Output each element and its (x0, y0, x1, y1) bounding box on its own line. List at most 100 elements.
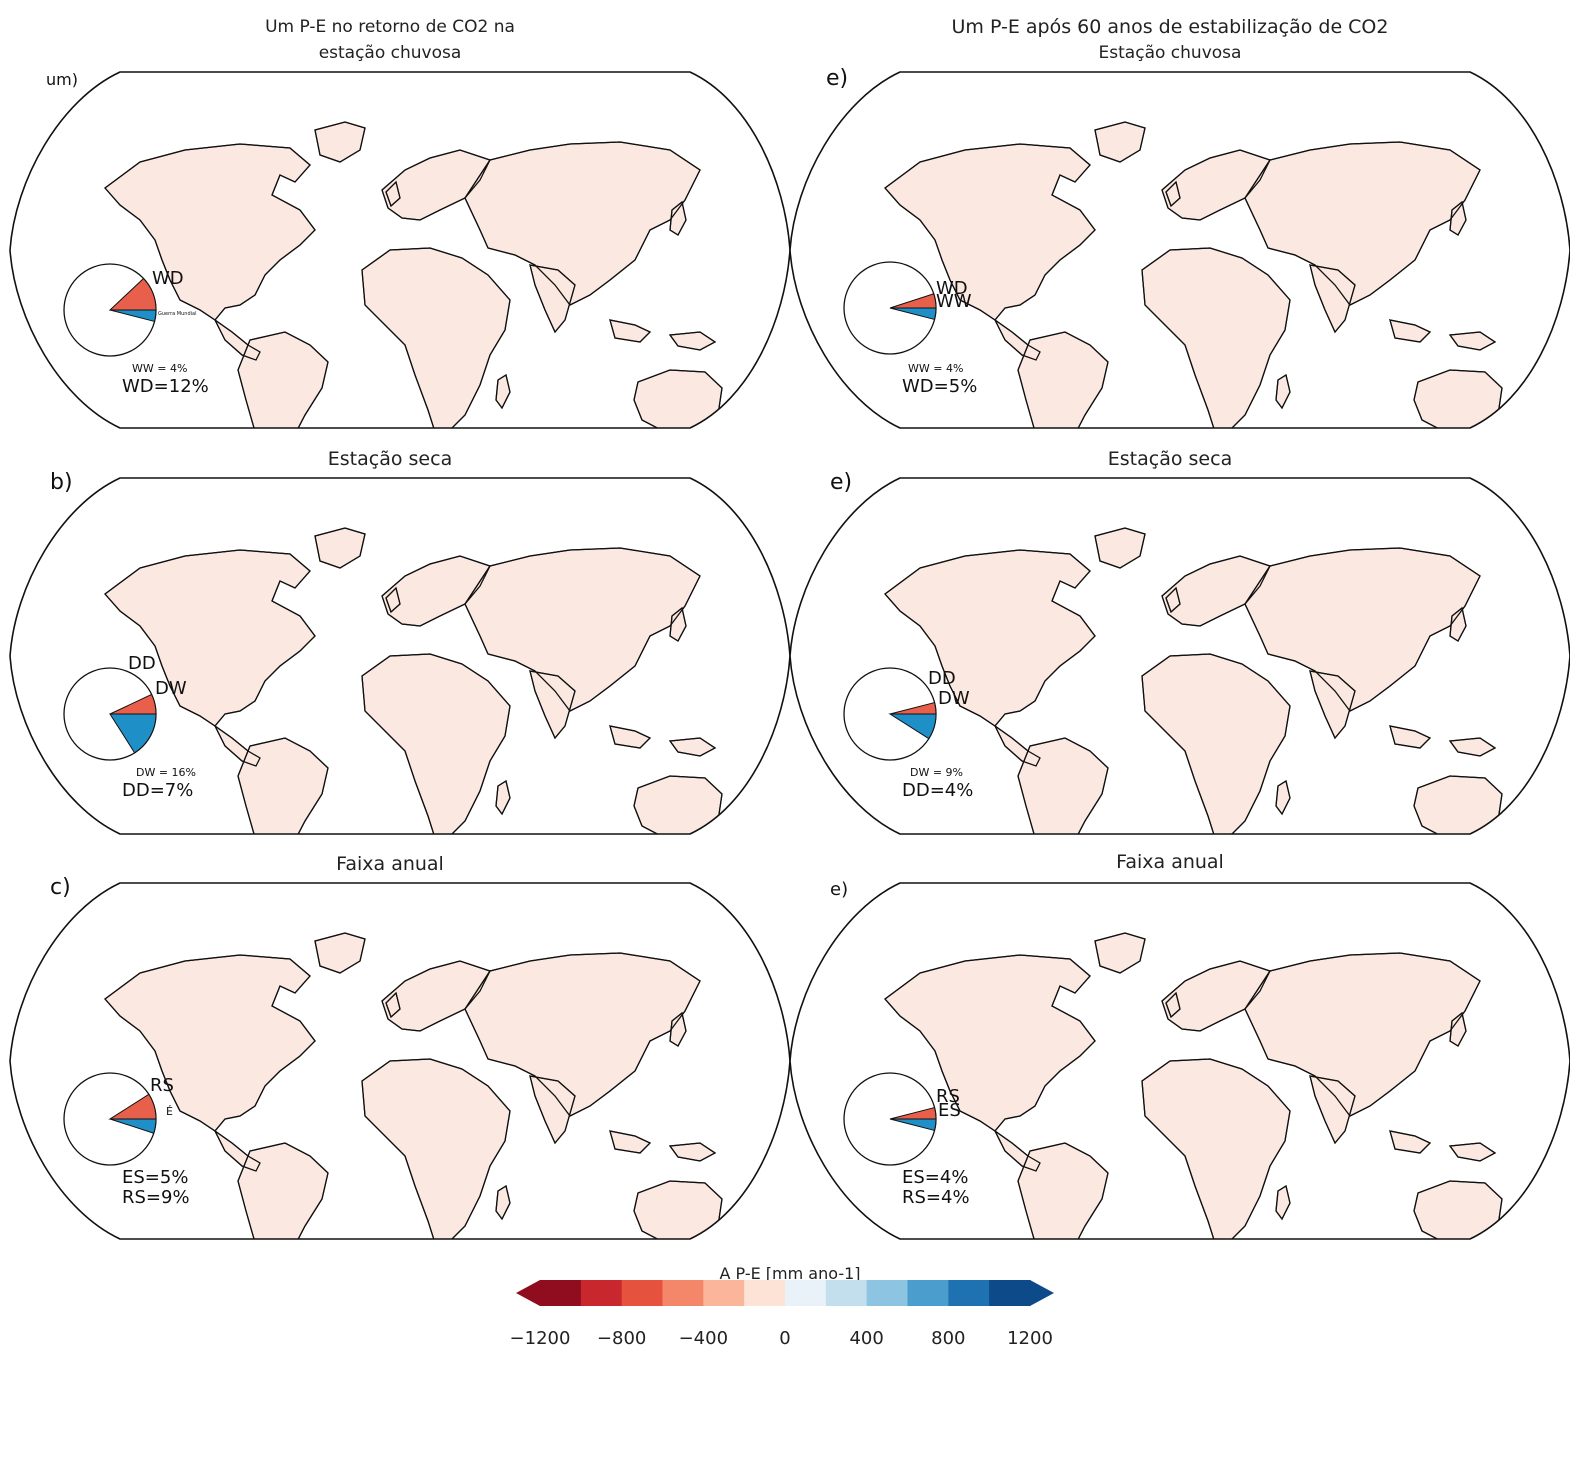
stipple-dot (495, 658, 498, 661)
stipple-dot (320, 299, 323, 302)
stipple-dot (535, 718, 537, 721)
anomaly-patch (565, 831, 597, 834)
stipple-dot (1289, 1076, 1291, 1079)
panel-b-stat-big: DD=7% (122, 780, 194, 801)
stipple-dot (397, 623, 400, 626)
colorbar-title: A P-E [mm ano-1] (719, 1264, 861, 1283)
anomaly-patch (622, 1091, 649, 1105)
stipple-dot (352, 189, 355, 192)
stipple-dot (1092, 718, 1095, 721)
stipple-dot (336, 258, 339, 261)
stipple-dot (410, 224, 412, 226)
stipple-dot (351, 724, 353, 727)
colorbar-tick-label: 400 (849, 1328, 884, 1349)
panel-a-label: um) (46, 70, 78, 89)
anomaly-patch (507, 1179, 537, 1207)
stipple-dot (487, 272, 490, 275)
stipple-dot (320, 637, 323, 640)
stipple-dot (402, 224, 405, 226)
stipple-dot (1271, 267, 1274, 270)
stipple-dot (1133, 1000, 1136, 1002)
panel-d-stat-small: WW = 4% (908, 362, 964, 375)
stipple-dot (332, 605, 335, 608)
stipple-dot (1296, 265, 1299, 268)
stipple-dot (379, 595, 381, 598)
panel-a-map (9, 71, 790, 429)
colorbar-segment (703, 1280, 745, 1306)
anomaly-patch (885, 232, 917, 254)
colorbar-tick-label: −800 (596, 1328, 647, 1349)
panel-d-label: e) (826, 66, 849, 91)
stipple-dot (349, 1040, 352, 1043)
stipple-dot (312, 223, 315, 226)
anomaly-patch (364, 342, 396, 381)
stipple-dot (514, 1100, 517, 1103)
anomaly-patch (1084, 289, 1110, 304)
colorbar-tick-label: 0 (779, 1328, 791, 1349)
stipple-dot (342, 234, 345, 237)
stipple-dot (1136, 1067, 1139, 1070)
panel-f-pie (843, 1072, 937, 1166)
panel-a-title: Um P-E no retorno de CO2 na estação chuv… (190, 14, 590, 66)
stipple-dot (1143, 1022, 1146, 1025)
stipple-dot (505, 696, 508, 699)
stipple-dot (412, 228, 415, 231)
anomaly-patch (1121, 1232, 1152, 1239)
stipple-dot (337, 718, 339, 721)
stipple-dot (500, 1091, 503, 1094)
anomaly-patch (402, 141, 436, 160)
stipple-dot (377, 726, 380, 729)
stipple-dot (1127, 671, 1130, 674)
stipple-dot (318, 1075, 321, 1078)
panel-b-pie (63, 667, 157, 761)
stipple-dot (1153, 1068, 1155, 1071)
stipple-dot (1164, 636, 1167, 639)
stipple-dot (1110, 301, 1113, 304)
panel-c-pie (63, 1072, 157, 1166)
panel-e-pie-top-label: DD (928, 668, 956, 689)
stipple-dot (1289, 1139, 1292, 1142)
anomaly-patch (1370, 1220, 1420, 1239)
stipple-dot (1201, 1035, 1204, 1038)
stipple-dot (360, 1119, 363, 1122)
stipple-dot (360, 1114, 362, 1117)
stipple-dot (350, 679, 353, 682)
stipple-dot (1345, 1132, 1348, 1134)
anomaly-patch (1171, 1034, 1202, 1051)
panel-c-stat-line1: ES=5% (122, 1167, 189, 1188)
stipple-dot (327, 211, 330, 214)
anomaly-patch (1117, 1112, 1147, 1136)
stipple-dot (379, 657, 382, 660)
stipple-dot (519, 294, 522, 296)
stipple-dot (1134, 1137, 1137, 1139)
stipple-dot (1134, 1006, 1137, 1009)
pie-slice-bottom (109, 713, 157, 754)
stipple-dot (368, 213, 371, 216)
anomaly-patch (180, 1208, 203, 1239)
colorbar-segment (989, 1280, 1031, 1306)
stipple-dot (1118, 219, 1121, 222)
panel-f-map (789, 882, 1570, 1240)
stipple-dot (309, 252, 311, 254)
anomaly-patch (559, 326, 582, 345)
panel-a-pie-bottom-label: Guerra Mundial (158, 311, 197, 317)
anomaly-patch (1185, 1031, 1222, 1047)
stipple-dot (1108, 204, 1111, 207)
stipple-dot (364, 599, 367, 602)
stipple-dot (1127, 270, 1130, 273)
stipple-dot (360, 1043, 363, 1046)
anomaly-patch (305, 192, 336, 227)
stipple-dot (355, 1121, 358, 1124)
stipple-dot (1288, 281, 1291, 284)
panel-e-pie (843, 667, 937, 761)
anomaly-patch (1360, 717, 1381, 742)
stipple-dot (329, 273, 332, 276)
stipple-dot (1135, 595, 1138, 598)
stipple-dot (434, 232, 437, 235)
stipple-dot (1120, 1031, 1123, 1034)
stipple-dot (335, 246, 338, 249)
panel-d-title-line2: Estação chuvosa (1098, 43, 1242, 63)
colorbar-segment (948, 1280, 990, 1306)
panel-d-title-line1: Um P-E após 60 anos de estabilização de … (951, 16, 1389, 38)
stipple-dot (1106, 639, 1109, 641)
